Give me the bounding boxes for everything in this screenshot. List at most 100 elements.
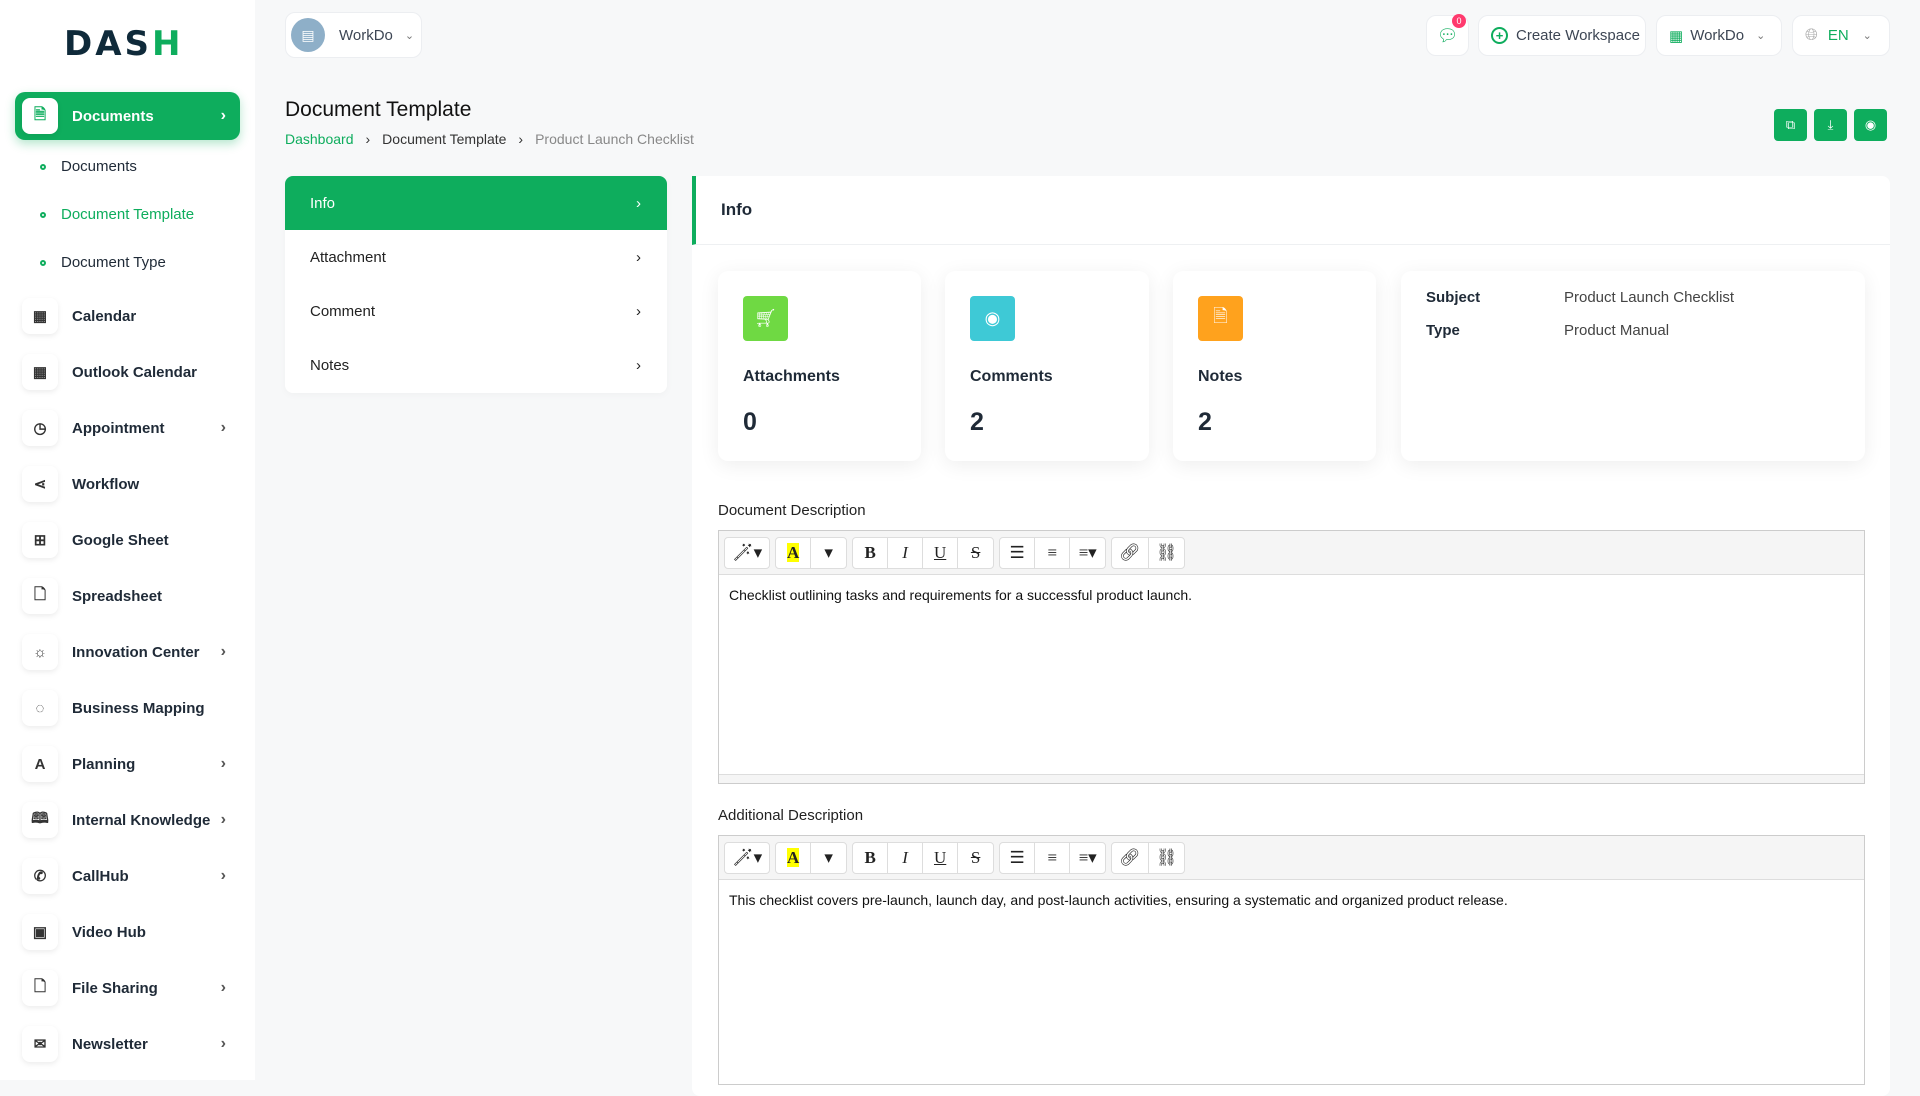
chevron-right-icon: › bbox=[220, 867, 226, 884]
chevron-right-icon: › bbox=[220, 811, 226, 828]
sidebar-item-label: Google Sheet bbox=[72, 531, 169, 549]
document-description-input[interactable]: Checklist outlining tasks and requiremen… bbox=[729, 587, 1193, 603]
sidebar-item-label: CallHub bbox=[72, 867, 129, 885]
stat-card-comments: ◉ Comments 2 bbox=[945, 271, 1149, 461]
sidebar-subitem-document-template[interactable]: Document Template bbox=[40, 206, 194, 223]
stat-label: Notes bbox=[1198, 368, 1243, 385]
dropdown-caret-button[interactable]: ▾ bbox=[811, 538, 846, 568]
breadcrumb: Dashboard › Document Template › Product La… bbox=[285, 131, 694, 147]
sidebar-item-google-sheet[interactable]: ⊞ Google Sheet bbox=[15, 516, 240, 564]
tab-label: Notes bbox=[310, 356, 350, 374]
tab-info[interactable]: Info › bbox=[285, 176, 667, 230]
sidebar-item-internal-knowledge[interactable]: 🕮 Internal Knowledge › bbox=[15, 796, 240, 844]
tab-label: Info bbox=[310, 194, 336, 212]
workspace-selector[interactable]: ▤ WorkDo ⌄ bbox=[285, 12, 422, 58]
bold-button[interactable]: B bbox=[853, 842, 889, 873]
magic-wand-button[interactable]: 🪄︎▾ bbox=[725, 843, 769, 873]
language-selector[interactable]: 🌐︎ EN ⌄ bbox=[1792, 15, 1890, 56]
globe-icon: 🌐︎ bbox=[1805, 26, 1818, 44]
stat-label: Attachments bbox=[743, 368, 840, 385]
text-color-button[interactable]: A bbox=[776, 842, 812, 873]
document-icon: 🗎 bbox=[22, 98, 58, 134]
cart-icon: 🛒︎ bbox=[743, 296, 788, 341]
sidebar-item-spreadsheet[interactable]: 🗋 Spreadsheet bbox=[15, 572, 240, 620]
book-icon: 🕮 bbox=[22, 802, 58, 838]
tab-comment[interactable]: Comment › bbox=[285, 284, 667, 338]
align-button[interactable]: ≡▾ bbox=[1070, 538, 1105, 568]
bold-button[interactable]: B bbox=[853, 537, 889, 568]
sidebar-item-newsletter[interactable]: ✉ Newsletter › bbox=[15, 1020, 240, 1068]
strikethrough-button[interactable]: S bbox=[958, 843, 993, 873]
text-color-button[interactable]: A bbox=[776, 537, 812, 568]
numbered-list-button[interactable]: ≡ bbox=[1035, 537, 1071, 568]
create-workspace-button[interactable]: + Create Workspace bbox=[1478, 15, 1646, 56]
sidebar-item-business-mapping[interactable]: ◌ Business Mapping bbox=[15, 684, 240, 732]
preview-button[interactable]: ◉ bbox=[1854, 109, 1887, 141]
sidebar-item-file-sharing[interactable]: 🗋 File Sharing › bbox=[15, 964, 240, 1012]
calendar-icon: ▦ bbox=[22, 354, 58, 390]
logo[interactable]: DASH bbox=[64, 24, 184, 64]
sidebar-item-label: Documents bbox=[72, 107, 154, 125]
tab-notes[interactable]: Notes › bbox=[285, 338, 667, 392]
link-icon: 🔗︎ bbox=[1119, 847, 1141, 867]
sidebar-item-workflow[interactable]: ⋖ Workflow bbox=[15, 460, 240, 508]
bulb-icon: ☼ bbox=[22, 634, 58, 670]
workspace-name: WorkDo bbox=[339, 26, 393, 44]
additional-description-input[interactable]: This checklist covers pre-launch, launch… bbox=[729, 892, 1508, 908]
editor-toolbar: 🪄︎▾ A ▾ B I U S ☰ ≡ ≡▾ 🔗︎ ⛓︎ bbox=[719, 836, 1864, 880]
italic-icon: I bbox=[902, 542, 908, 562]
dropdown-caret-button[interactable]: ▾ bbox=[811, 843, 846, 873]
breadcrumb-document-template[interactable]: Document Template bbox=[382, 131, 507, 147]
sidebar-item-callhub[interactable]: ✆ CallHub › bbox=[15, 852, 240, 900]
link-button[interactable]: 🔗︎ bbox=[1112, 537, 1149, 568]
bullet-list-button[interactable]: ☰ bbox=[1000, 537, 1036, 568]
magic-wand-button[interactable]: 🪄︎▾ bbox=[725, 538, 769, 568]
tab-list: Info › Attachment › Comment › Notes › bbox=[285, 176, 667, 393]
workspace-menu[interactable]: ▦ WorkDo ⌄ bbox=[1656, 15, 1782, 56]
bullet-list-button[interactable]: ☰ bbox=[1000, 842, 1036, 873]
chat-icon: 💬︎ bbox=[1436, 25, 1459, 45]
magic-wand-icon: 🪄︎▾ bbox=[732, 847, 763, 867]
italic-button[interactable]: I bbox=[888, 537, 924, 568]
copy-button[interactable]: ⧉ bbox=[1774, 109, 1807, 141]
text-color-icon: A bbox=[786, 542, 800, 562]
unlink-icon: ⛓︎ bbox=[1155, 847, 1178, 867]
detail-row-type: Type Product Manual bbox=[1426, 322, 1840, 339]
additional-description-editor: 🪄︎▾ A ▾ B I U S ☰ ≡ ≡▾ 🔗︎ ⛓︎ This checklist covers … bbox=[718, 835, 1865, 1085]
unlink-button[interactable]: ⛓︎ bbox=[1149, 538, 1185, 568]
unlink-button[interactable]: ⛓︎ bbox=[1149, 843, 1185, 873]
sidebar-item-video-hub[interactable]: ▣ Video Hub bbox=[15, 908, 240, 956]
share-icon: ⋖ bbox=[22, 466, 58, 502]
link-button[interactable]: 🔗︎ bbox=[1112, 842, 1149, 873]
messages-button[interactable]: 💬︎ 0 bbox=[1426, 14, 1469, 56]
sidebar-item-appointment[interactable]: ◷ Appointment › bbox=[15, 404, 240, 452]
download-button[interactable]: ⤓ bbox=[1814, 109, 1847, 141]
strikethrough-button[interactable]: S bbox=[958, 538, 993, 568]
stat-value: 2 bbox=[970, 408, 984, 436]
stat-label: Comments bbox=[970, 368, 1053, 385]
sidebar-item-documents[interactable]: 🗎 Documents › bbox=[15, 92, 240, 140]
resize-handle[interactable] bbox=[719, 774, 1864, 783]
italic-button[interactable]: I bbox=[888, 842, 924, 873]
sidebar-item-label: Appointment bbox=[72, 419, 165, 437]
breadcrumb-dashboard[interactable]: Dashboard bbox=[285, 131, 354, 147]
sidebar-item-calendar[interactable]: ▦ Calendar bbox=[15, 292, 240, 340]
sidebar-subitem-document-type[interactable]: Document Type bbox=[40, 254, 166, 271]
align-button[interactable]: ≡▾ bbox=[1070, 843, 1105, 873]
sidebar-subitem-documents[interactable]: Documents bbox=[40, 158, 137, 175]
tab-attachment[interactable]: Attachment › bbox=[285, 230, 667, 284]
dropdown-caret-icon: ▾ bbox=[824, 847, 833, 867]
chevron-right-icon: › bbox=[518, 131, 524, 147]
phone-icon: ✆ bbox=[22, 858, 58, 894]
underline-button[interactable]: U bbox=[923, 537, 959, 568]
sidebar-item-innovation-center[interactable]: ☼ Innovation Center › bbox=[15, 628, 240, 676]
dot-icon bbox=[40, 163, 46, 170]
dot-icon bbox=[40, 211, 46, 218]
sidebar-item-outlook-calendar[interactable]: ▦ Outlook Calendar bbox=[15, 348, 240, 396]
toolbar-group: ☰ ≡ ≡▾ bbox=[999, 536, 1107, 569]
numbered-list-button[interactable]: ≡ bbox=[1035, 842, 1071, 873]
sidebar-item-planning[interactable]: A Planning › bbox=[15, 740, 240, 788]
additional-description-label: Additional Description bbox=[718, 807, 864, 824]
underline-button[interactable]: U bbox=[923, 842, 959, 873]
subitem-label: Document Type bbox=[61, 254, 166, 271]
